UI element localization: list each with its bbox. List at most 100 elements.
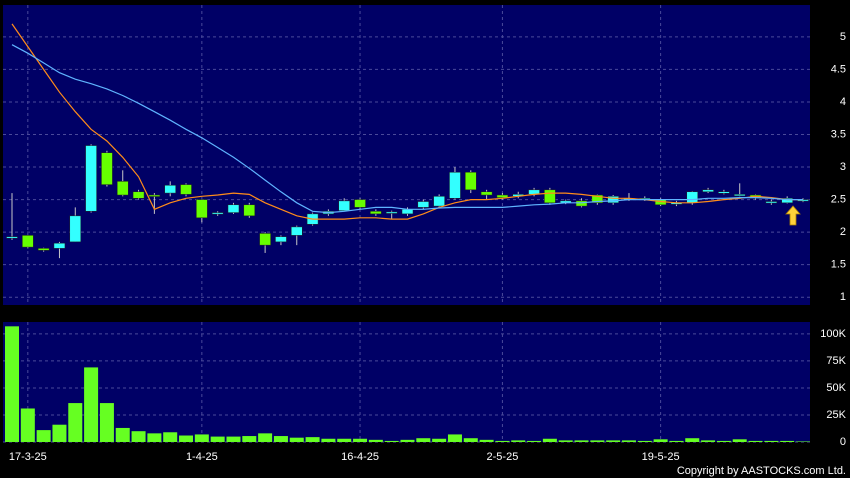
candle-body <box>401 209 414 215</box>
candle-body <box>196 199 208 219</box>
volume-bar <box>210 436 225 442</box>
candle-body <box>765 201 778 204</box>
volume-bar <box>780 440 795 442</box>
y-tick-label: 4.5 <box>831 63 846 75</box>
volume-bar <box>590 440 605 442</box>
volume-bar <box>796 441 810 442</box>
volume-bar <box>400 439 415 442</box>
volume-bar <box>353 438 368 442</box>
candle-body <box>291 226 303 236</box>
y-tick-label: 5 <box>840 31 846 43</box>
volume-bar <box>52 424 67 442</box>
candle-body <box>338 200 350 211</box>
candle-body <box>496 194 509 198</box>
candle-body <box>686 191 699 204</box>
y-tick-label: 75K <box>826 355 846 367</box>
volume-bar <box>495 440 510 442</box>
volume-bar <box>321 438 336 442</box>
y-tick-label: 1.5 <box>831 259 846 271</box>
candle-body <box>575 200 588 207</box>
volume-bar <box>163 432 178 442</box>
volume-bar <box>511 440 526 442</box>
volume-bar <box>99 403 114 442</box>
candle-body <box>544 189 556 204</box>
x-tick-label: 2-5-25 <box>487 451 519 463</box>
y-tick-label: 4 <box>840 96 846 108</box>
candle-body <box>69 215 82 243</box>
candle-body <box>243 204 256 217</box>
volume-bar <box>84 367 99 442</box>
y-tick-label: 3.5 <box>831 128 846 140</box>
candle-body <box>449 171 461 199</box>
volume-bar <box>147 433 162 442</box>
candle-body <box>591 194 604 204</box>
candle-body <box>101 152 113 185</box>
copyright: Copyright by AASTOCKS.com Ltd. <box>677 465 846 477</box>
moving-average-line <box>11 23 803 220</box>
y-tick-label: 1 <box>840 291 846 303</box>
volume-bar <box>606 440 621 442</box>
x-tick-label: 19-5-25 <box>642 451 680 463</box>
volume-bar <box>242 436 257 442</box>
y-tick-label: 100K <box>820 328 846 340</box>
volume-bar <box>289 437 304 442</box>
candle-body <box>180 184 192 195</box>
volume-bar <box>179 435 194 442</box>
volume-bar <box>669 440 684 442</box>
candle-body <box>702 189 714 193</box>
y-tick-label: 25K <box>826 409 846 421</box>
volume-bar <box>20 408 35 442</box>
x-tick-label: 16-4-25 <box>341 451 379 463</box>
price-panel <box>3 5 810 305</box>
volume-bar <box>384 440 399 442</box>
volume-bar <box>115 427 130 442</box>
candle-body <box>259 233 271 246</box>
volume-bar <box>131 431 146 442</box>
y-tick-label: 2 <box>840 226 846 238</box>
volume-bar <box>368 439 383 442</box>
volume-bar <box>226 436 241 442</box>
x-tick-label: 1-4-25 <box>186 451 218 463</box>
candle-body <box>6 236 18 239</box>
volume-bar <box>653 439 668 442</box>
volume-bar <box>637 440 652 442</box>
volume-bar <box>432 438 447 442</box>
volume-bar <box>68 403 83 442</box>
volume-bar <box>337 438 352 442</box>
candle-body <box>116 181 129 196</box>
candle-body <box>417 201 430 208</box>
y-tick-label: 50K <box>826 382 846 394</box>
volume-bar <box>558 440 573 442</box>
volume-bar <box>574 440 589 442</box>
plot-layer: 17-3-25 1-4-25 16-4-25 2-5-25 19-5-25 1 1.5 2 2.… <box>3 5 847 463</box>
volume-bar <box>5 326 19 442</box>
volume-bar <box>463 438 478 442</box>
volume-bar <box>732 439 747 442</box>
y-tick-label: 0 <box>840 436 846 448</box>
volume-bar <box>305 437 320 442</box>
x-tick-label: 17-3-25 <box>9 451 47 463</box>
candle-body <box>781 198 793 204</box>
volume-bar <box>36 430 51 442</box>
y-tick-label: 2.5 <box>831 193 846 205</box>
volume-bar <box>764 440 779 442</box>
moving-average-line <box>11 44 803 214</box>
volume-bar <box>716 440 731 442</box>
candle-body <box>465 171 477 191</box>
candle-body <box>370 211 382 215</box>
candle-body <box>164 185 176 194</box>
volume-bar <box>447 434 462 442</box>
candle-body <box>607 196 619 204</box>
candle-body <box>22 235 34 248</box>
last-price-arrow <box>785 205 801 226</box>
candle-body <box>275 236 287 243</box>
candle-body <box>480 191 493 196</box>
candle-body <box>85 145 97 212</box>
volume-panel <box>3 322 810 442</box>
candle-body <box>53 242 66 249</box>
candle-body <box>211 212 224 215</box>
candle-body <box>148 194 161 197</box>
volume-bar <box>273 436 288 442</box>
candle-body <box>718 191 730 194</box>
